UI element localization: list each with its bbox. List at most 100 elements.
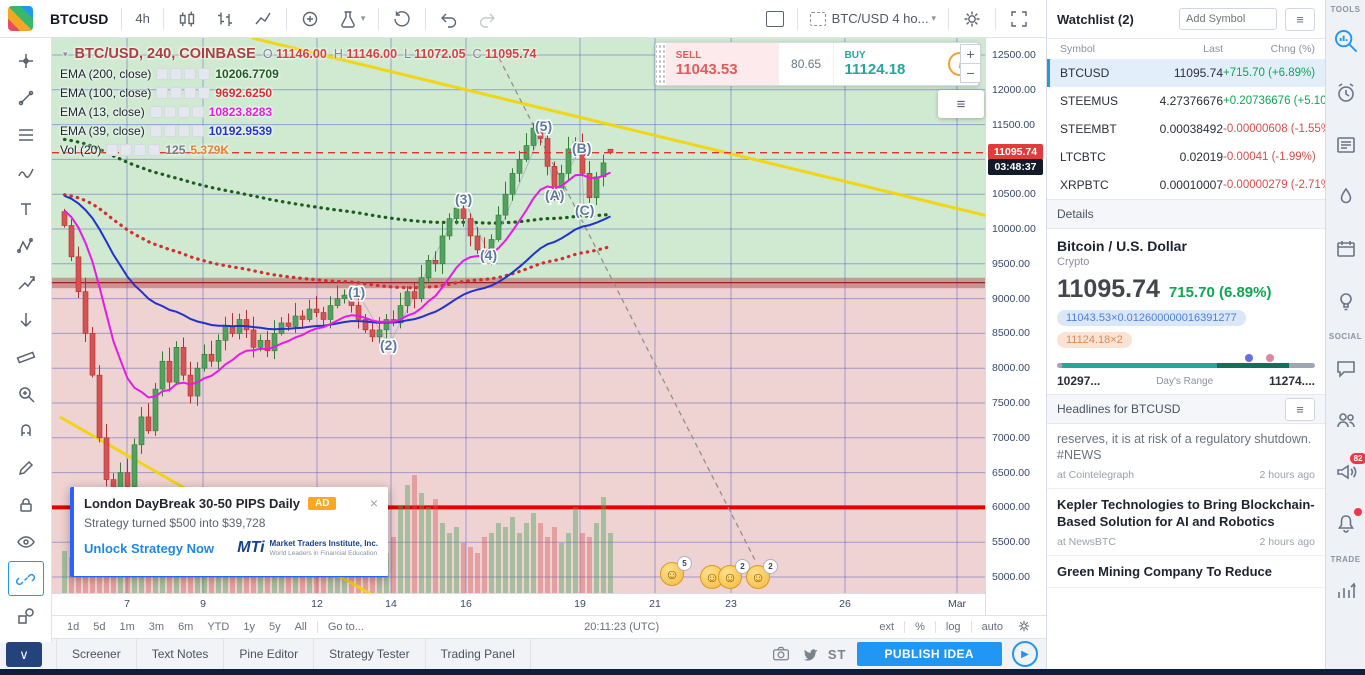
shapes-tool-icon[interactable] — [8, 598, 44, 633]
zoom-out-button[interactable]: − — [960, 63, 981, 83]
indicator-mini-icon[interactable] — [163, 124, 176, 137]
legend-collapse-icon[interactable]: ▾ — [63, 48, 68, 59]
tab-strategy-tester[interactable]: Strategy Tester — [314, 639, 426, 669]
hide-drawings-eye-tool-icon[interactable] — [8, 524, 44, 559]
indicator-mini-icon[interactable] — [156, 86, 169, 99]
ad-close-icon[interactable]: × — [369, 495, 378, 511]
idea-emoji-badge[interactable]: ☺ ☺ 2 — [700, 559, 750, 589]
undo-icon[interactable] — [430, 5, 468, 33]
notifications-bell-icon[interactable] — [1332, 508, 1362, 538]
fullscreen-icon[interactable] — [1000, 5, 1038, 33]
snapshot-camera-icon[interactable] — [772, 645, 790, 663]
server-clock[interactable]: 20:11:23 (UTC) — [584, 621, 660, 633]
indicator-mini-icon[interactable] — [170, 67, 183, 80]
range-button-all[interactable]: All — [294, 621, 307, 633]
indicator-legend-row[interactable]: Vol (20) 125 5.379K — [60, 140, 537, 159]
indicator-mini-icon[interactable] — [106, 143, 119, 156]
range-button-5y[interactable]: 5y — [268, 621, 281, 633]
economic-calendar-icon[interactable] — [1332, 235, 1360, 263]
brush-tool-icon[interactable] — [8, 154, 44, 189]
range-button-ytd[interactable]: YTD — [207, 621, 230, 633]
tab-pine-editor[interactable]: Pine Editor — [224, 639, 315, 669]
indicator-mini-icon[interactable] — [149, 124, 162, 137]
candlestick-style-icon[interactable] — [168, 5, 206, 33]
indicator-action-icons[interactable] — [106, 143, 161, 156]
toggle-auto[interactable]: auto — [981, 621, 1003, 633]
range-button-1y[interactable]: 1y — [243, 621, 255, 633]
forecast-tool-icon[interactable] — [8, 265, 44, 300]
collapse-toolbar-button[interactable]: ∨ — [6, 642, 42, 667]
headline-item[interactable]: Kepler Technologies to Bring Blockchain-… — [1047, 489, 1325, 556]
text-tool-icon[interactable] — [8, 191, 44, 226]
toggle-ext[interactable]: ext — [879, 621, 895, 633]
tab-trading-panel[interactable]: Trading Panel — [426, 639, 531, 669]
indicator-action-icons[interactable] — [156, 67, 211, 80]
indicator-mini-icon[interactable] — [177, 105, 190, 118]
indicator-action-icons[interactable] — [156, 86, 211, 99]
goto-date-button[interactable]: Go to... — [327, 621, 364, 633]
range-button-5d[interactable]: 5d — [93, 621, 106, 633]
zoom-in-tool-icon[interactable] — [8, 376, 44, 411]
interval-button[interactable]: 4h — [126, 5, 158, 33]
indicator-mini-icon[interactable] — [184, 86, 197, 99]
publish-idea-button[interactable]: PUBLISH IDEA — [856, 642, 1002, 666]
crosshair-tool-icon[interactable] — [8, 43, 44, 78]
bar-style-icon[interactable] — [206, 5, 244, 33]
sync-link-tool-icon[interactable] — [7, 561, 44, 596]
watchlist-row[interactable]: XRPBTC 0.00010007 -0.00000279 (-2.71% — [1047, 171, 1325, 199]
indicator-legend-row[interactable]: EMA (13, close) 10823.8283 — [60, 102, 537, 121]
axis-settings-gear-icon[interactable] — [1010, 619, 1038, 636]
news-flow-icon[interactable] — [1332, 131, 1360, 159]
series-title[interactable]: BTC/USD, 240, COINBASE — [74, 46, 256, 62]
indicator-mini-icon[interactable] — [198, 86, 211, 99]
range-button-3m[interactable]: 3m — [148, 621, 165, 633]
ad-cta-link[interactable]: Unlock Strategy Now — [84, 540, 215, 556]
buy-button[interactable]: BUY 11124.18 — [834, 43, 943, 85]
idea-emoji-badge[interactable]: ☺ 2 — [746, 559, 778, 589]
ideas-lightbulb-icon[interactable] — [1332, 287, 1360, 315]
line-style-icon[interactable] — [244, 5, 282, 33]
pane-controls-button[interactable]: ≡ — [938, 90, 984, 118]
indicator-mini-icon[interactable] — [177, 124, 190, 137]
watchlist-row[interactable]: STEEMUS 4.27376676 +0.20736676 (+5.10 — [1047, 87, 1325, 115]
headline-item[interactable]: reserves, it is at risk of a regulatory … — [1047, 424, 1325, 489]
indicator-legend-row[interactable]: EMA (100, close) 9692.6250 — [60, 83, 537, 102]
chart-series-dropdown[interactable]: BTC/USD 4 ho... ▾ — [802, 11, 944, 26]
zoom-in-button[interactable]: + — [960, 44, 981, 64]
add-symbol-input[interactable] — [1179, 8, 1277, 30]
symbol-button[interactable]: BTCUSD — [41, 5, 117, 33]
indicator-mini-icon[interactable] — [134, 143, 147, 156]
headline-item[interactable]: Green Mining Company To Reduce — [1047, 556, 1325, 589]
xabcd-pattern-tool-icon[interactable] — [8, 228, 44, 263]
range-button-6m[interactable]: 6m — [178, 621, 194, 633]
redo-icon[interactable] — [468, 5, 506, 33]
fib-retracement-tool-icon[interactable] — [8, 117, 44, 152]
play-circle-icon[interactable]: ▶ — [1012, 641, 1038, 667]
indicator-mini-icon[interactable] — [198, 67, 211, 80]
measure-tool-icon[interactable] — [8, 339, 44, 374]
idea-emoji-badge[interactable]: ☺ 5 — [660, 556, 692, 586]
toggle-log[interactable]: log — [945, 621, 961, 633]
watchlist-row[interactable]: LTCBTC 0.02019 -0.00041 (-1.99%) — [1047, 143, 1325, 171]
indicator-mini-icon[interactable] — [148, 143, 161, 156]
tradingview-logo[interactable] — [8, 6, 33, 31]
indicators-icon[interactable]: ▾ — [329, 5, 375, 33]
trading-signals-icon[interactable] — [1332, 577, 1360, 605]
indicator-legend-row[interactable]: EMA (39, close) 10192.9539 — [60, 121, 537, 140]
range-button-1d[interactable]: 1d — [67, 621, 80, 633]
lock-drawings-tool-icon[interactable] — [8, 487, 44, 522]
compare-icon[interactable] — [291, 5, 329, 33]
price-axis[interactable]: 12500.0012000.0011500.0011000.0010500.00… — [985, 38, 1046, 615]
indicator-mini-icon[interactable] — [191, 124, 204, 137]
chat-icon[interactable] — [1332, 354, 1360, 382]
details-section-header[interactable]: Details — [1047, 199, 1325, 229]
stock-screener-icon[interactable] — [1332, 27, 1360, 55]
trend-line-tool-icon[interactable] — [8, 80, 44, 115]
watchlist-menu-icon[interactable]: ≡ — [1285, 7, 1315, 31]
indicator-mini-icon[interactable] — [170, 86, 183, 99]
indicator-mini-icon[interactable] — [149, 105, 162, 118]
indicator-mini-icon[interactable] — [120, 143, 133, 156]
broadcast-icon[interactable]: 82 — [1332, 453, 1365, 486]
select-layout-icon[interactable] — [757, 5, 793, 33]
tab-screener[interactable]: Screener — [56, 639, 137, 669]
